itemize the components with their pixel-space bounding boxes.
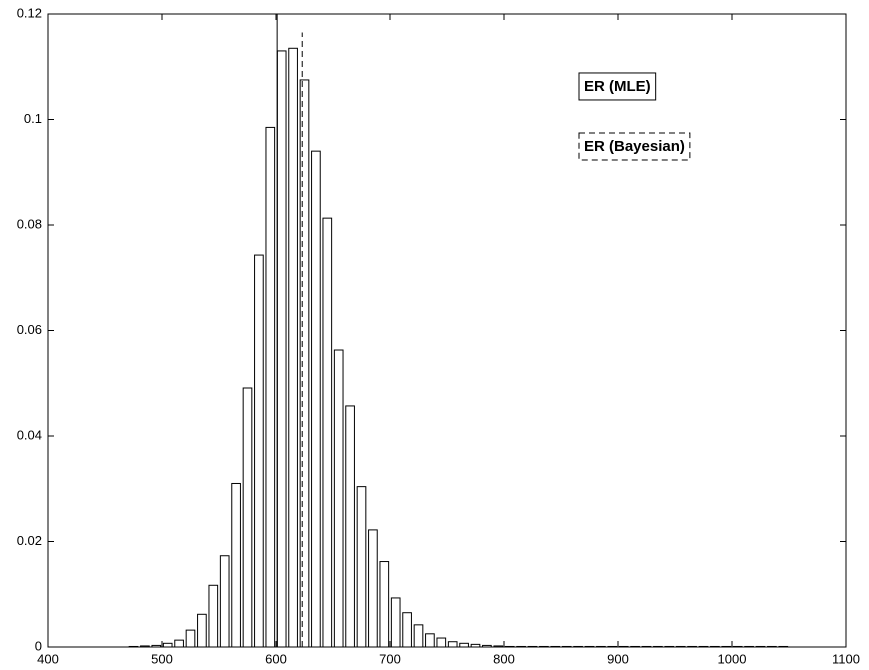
bar <box>436 637 447 648</box>
bar <box>447 641 458 648</box>
bar <box>242 387 253 648</box>
bar <box>322 217 333 648</box>
bar <box>596 645 606 648</box>
bar <box>561 645 572 648</box>
y-tick-label: 0.08 <box>17 216 42 231</box>
y-tick-label: 0.1 <box>24 111 42 126</box>
bar <box>527 645 538 648</box>
bar <box>219 555 230 648</box>
plot-frame <box>47 13 847 648</box>
bar <box>732 645 743 648</box>
legend-label: ER (MLE) <box>584 78 651 95</box>
bar <box>345 405 355 648</box>
bar <box>413 624 424 648</box>
x-tick-label: 400 <box>37 651 59 666</box>
bar <box>356 486 367 648</box>
bar <box>174 639 184 648</box>
x-tick-label: 800 <box>493 651 515 666</box>
y-tick-label: 0.04 <box>17 427 42 442</box>
bar <box>459 642 469 648</box>
bar <box>675 645 686 648</box>
bar <box>288 47 298 648</box>
bar <box>390 597 401 648</box>
bar <box>333 349 344 648</box>
bar <box>493 645 504 648</box>
bar <box>425 633 435 648</box>
bar <box>516 645 526 648</box>
bar <box>254 254 264 648</box>
bar <box>641 645 652 648</box>
bar <box>208 584 219 648</box>
bar <box>778 645 789 648</box>
x-tick-label: 500 <box>151 651 173 666</box>
bar <box>504 645 515 648</box>
bar <box>710 645 720 648</box>
bar <box>607 645 618 648</box>
bar <box>197 613 207 648</box>
x-tick-label: 1100 <box>832 651 860 666</box>
bar <box>584 645 595 648</box>
y-tick-label: 0.12 <box>17 5 42 20</box>
bar <box>185 629 196 648</box>
bar <box>767 645 777 648</box>
bar <box>311 150 321 648</box>
bar <box>470 643 481 648</box>
bar <box>698 645 709 648</box>
x-tick-label: 1000 <box>718 651 747 666</box>
bar <box>265 126 276 648</box>
y-tick-label: 0 <box>35 638 42 653</box>
bar <box>402 612 412 648</box>
bar <box>140 645 150 648</box>
bar <box>299 79 310 648</box>
bar <box>755 645 766 648</box>
bar <box>630 645 640 648</box>
bar <box>573 645 583 648</box>
x-tick-label: 900 <box>607 651 629 666</box>
x-tick-label: 700 <box>379 651 401 666</box>
bar <box>539 645 549 648</box>
bar <box>162 642 173 648</box>
bar <box>482 644 492 648</box>
bar <box>276 50 287 648</box>
bar <box>744 645 754 648</box>
legend-box <box>578 72 657 101</box>
bar <box>687 645 697 648</box>
y-tick-label: 0.02 <box>17 533 42 548</box>
y-tick-label: 0.06 <box>17 322 42 337</box>
bar <box>664 645 675 648</box>
x-tick-label: 600 <box>265 651 287 666</box>
bar <box>653 645 663 648</box>
bar <box>379 561 390 648</box>
bar <box>618 645 629 648</box>
legend-label: ER (Bayesian) <box>584 138 685 155</box>
bar <box>151 644 162 648</box>
legend-box <box>578 132 691 161</box>
bar <box>368 529 378 648</box>
bar <box>550 645 561 648</box>
bar <box>721 645 732 648</box>
bar <box>128 645 139 648</box>
bar <box>231 482 241 648</box>
